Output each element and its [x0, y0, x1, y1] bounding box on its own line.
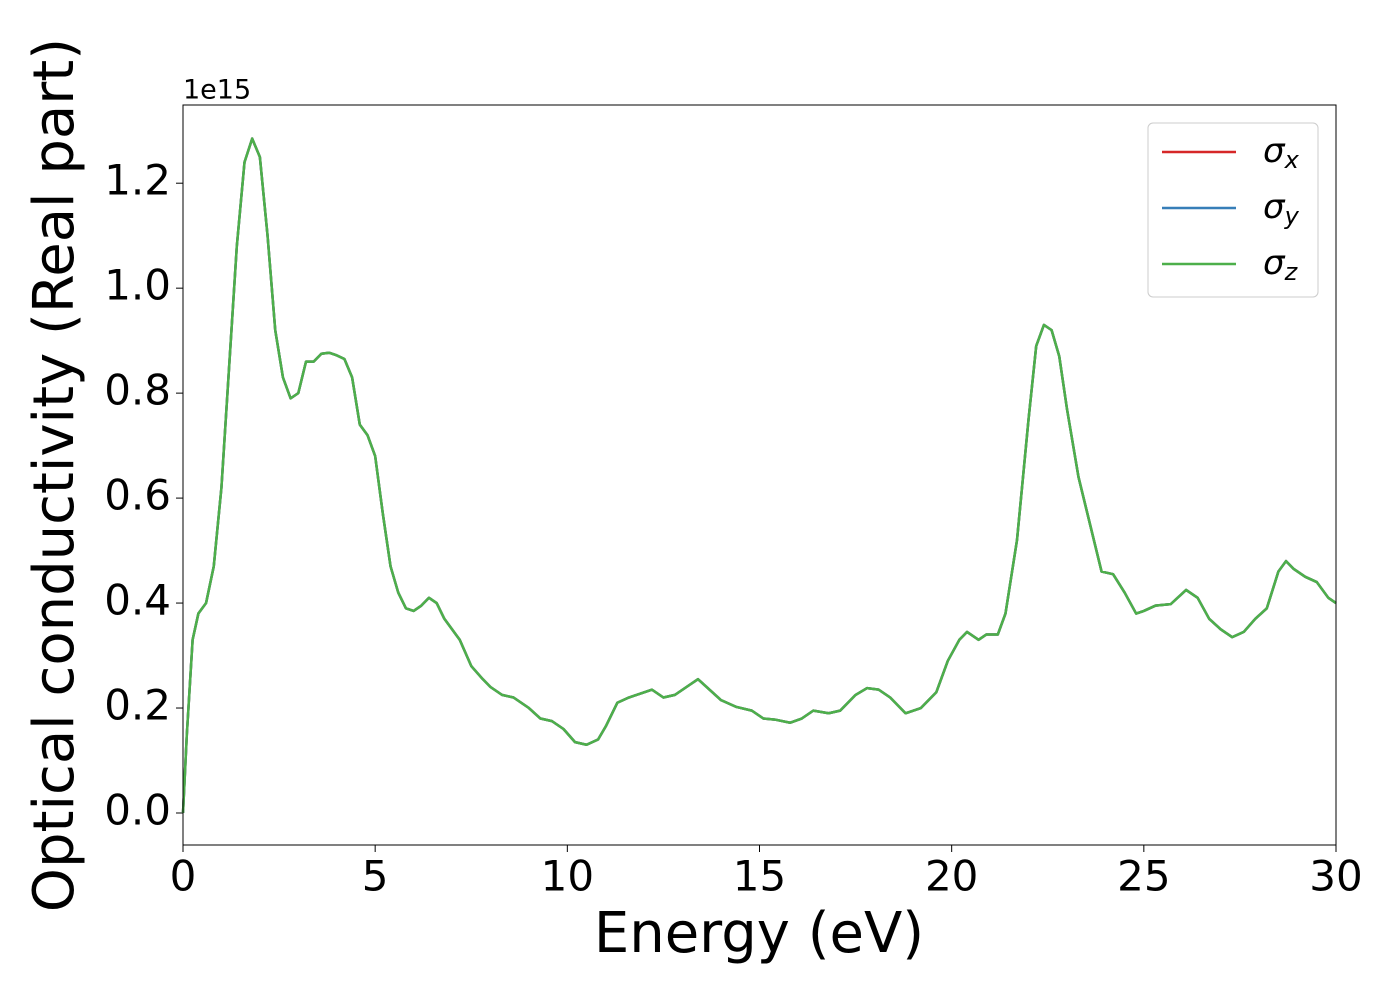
legend-label: σx — [1263, 131, 1300, 175]
legend-label: σy — [1263, 187, 1300, 231]
x-axis-label: Energy (eV) — [594, 901, 924, 966]
legend-label: σz — [1263, 243, 1299, 287]
legend-box — [1147, 122, 1319, 298]
y-axis-label: Optical conductivity (Real part) — [22, 38, 87, 912]
y-tick-label: 0.8 — [104, 366, 171, 415]
x-tick-label: 30 — [1309, 852, 1362, 901]
offset-label: 1e15 — [183, 75, 251, 106]
x-tick-label: 25 — [1117, 852, 1170, 901]
x-tick-label: 20 — [925, 852, 978, 901]
plot-frame — [182, 104, 1337, 846]
x-tick-label: 10 — [541, 852, 594, 901]
x-tick-label: 5 — [362, 852, 389, 901]
y-tick-label: 0.6 — [104, 471, 171, 520]
y-tick-label: 0.0 — [104, 785, 171, 834]
x-tick-label: 0 — [170, 852, 197, 901]
data-line — [181, 137, 1337, 814]
legend: σx σy σz — [1147, 122, 1319, 298]
x-tick-label: 15 — [733, 852, 786, 901]
y-tick-label: 1.2 — [104, 156, 171, 205]
y-tick-label: 0.2 — [104, 681, 171, 730]
y-tick-label: 0.4 — [104, 576, 171, 625]
y-tick-label: 1.0 — [104, 261, 171, 310]
